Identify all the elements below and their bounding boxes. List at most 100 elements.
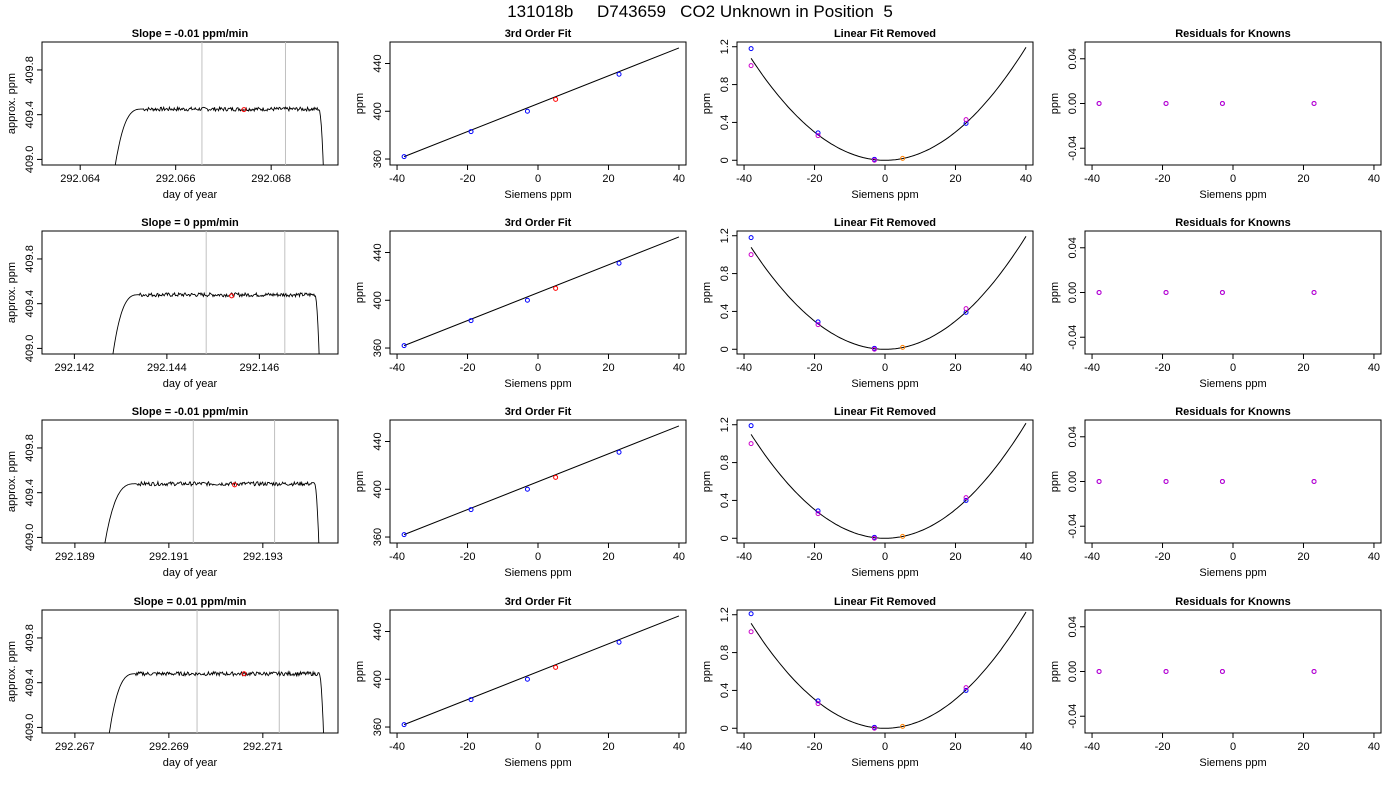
standard-point: [748, 629, 754, 635]
x-axis-label: day of year: [163, 757, 218, 769]
x-axis-label: Siemens ppm: [851, 567, 918, 579]
x-axis-label: Siemens ppm: [504, 567, 571, 579]
x-axis-label: Siemens ppm: [1199, 757, 1266, 769]
y-tick-label: -0.04: [1067, 136, 1079, 161]
chart-title: Linear Fit Removed: [834, 217, 936, 229]
y-tick-label: 1.2: [719, 39, 731, 54]
y-tick-label: 0: [719, 725, 731, 731]
plot-area: [114, 42, 324, 165]
x-tick-label: -20: [460, 362, 476, 374]
x-axis-label: Siemens ppm: [504, 378, 571, 390]
standard-point: [1163, 479, 1169, 484]
x-tick-label: -40: [1084, 551, 1100, 563]
plot-frame: [1084, 41, 1382, 166]
standard-point: [1311, 479, 1317, 484]
x-tick-label: 20: [1297, 362, 1309, 374]
chart-title: Residuals for Knowns: [1175, 406, 1291, 418]
standard-point: [815, 322, 821, 328]
y-tick-label: 0.8: [719, 77, 731, 92]
y-tick-label: 0.4: [719, 683, 731, 698]
x-tick-label: 292.068: [251, 173, 291, 185]
fit-line: [403, 236, 680, 347]
standard-point: [1311, 101, 1317, 106]
y-tick-label: 0.00: [1067, 661, 1079, 682]
fit-line: [403, 615, 680, 726]
y-tick-label: 409.0: [24, 335, 36, 363]
standard-point: [748, 63, 754, 69]
chart-title: 3rd Order Fit: [505, 217, 572, 229]
standard-point: [748, 46, 754, 52]
y-axis-label: approx. ppm: [6, 73, 18, 134]
plot-frame: [736, 419, 1034, 544]
x-tick-label: 0: [1230, 173, 1236, 185]
y-axis-label: ppm: [1049, 661, 1061, 682]
fit-line: [403, 425, 680, 536]
y-axis-label: ppm: [1049, 471, 1061, 492]
unknown-point: [553, 285, 559, 291]
y-tick-label: 0.4: [719, 493, 731, 508]
panel-linfit-row3: Linear Fit Removed -40 -20 0 20 40 0 0.4 0.8 1.2 S…: [701, 406, 1034, 579]
y-tick-label: 0.4: [719, 304, 731, 319]
standard-point: [748, 611, 754, 617]
plot-frame: [1084, 609, 1382, 734]
standard-point: [1311, 290, 1317, 295]
x-axis-label: Siemens ppm: [851, 378, 918, 390]
plot-frame: [41, 609, 339, 734]
standard-point: [815, 511, 821, 517]
x-tick-label: -40: [389, 173, 405, 185]
chart-title: Residuals for Knowns: [1175, 28, 1291, 40]
x-tick-label: 20: [949, 741, 961, 753]
y-tick-label: 400: [372, 102, 384, 120]
panel-drift-row1: Slope = -0.01 ppm/min 292.064 292.066 292.0…: [6, 28, 339, 201]
panel-fit-row1: 3rd Order Fit -40 -20 0 20 40 360 400 440 Siemens…: [354, 28, 687, 201]
x-tick-label: -40: [389, 551, 405, 563]
plot-area: [1096, 479, 1317, 484]
x-tick-label: 0: [535, 362, 541, 374]
plot-frame: [736, 230, 1034, 355]
y-tick-label: 1.2: [719, 607, 731, 622]
chart-title: Linear Fit Removed: [834, 28, 936, 40]
drift-trace: [114, 105, 324, 165]
unknown-point: [900, 344, 906, 350]
drift-trace: [108, 670, 324, 733]
x-axis-label: Siemens ppm: [851, 189, 918, 201]
y-axis-label: ppm: [354, 471, 366, 492]
x-tick-label: 0: [882, 173, 888, 185]
x-tick-label: 40: [1368, 173, 1380, 185]
unknown-point: [553, 664, 559, 670]
unknown-point: [241, 671, 247, 677]
x-tick-label: -20: [807, 173, 823, 185]
x-tick-label: -40: [736, 362, 752, 374]
chart-title: Linear Fit Removed: [834, 596, 936, 608]
y-tick-label: 440: [372, 54, 384, 72]
y-tick-label: -0.04: [1067, 704, 1079, 729]
x-tick-label: 292.267: [55, 741, 95, 753]
standard-point: [963, 687, 969, 693]
standard-point: [524, 297, 530, 303]
panel-resid-row2: Residuals for Knowns -40 -20 0 20 40 -0.04 0.00…: [1049, 217, 1382, 390]
x-tick-label: -20: [460, 551, 476, 563]
y-tick-label: -0.04: [1067, 514, 1079, 539]
plot-area: [748, 611, 1027, 731]
x-tick-label: 40: [673, 173, 685, 185]
y-axis-label: ppm: [354, 661, 366, 682]
y-tick-label: 0.04: [1067, 237, 1079, 258]
standard-point: [468, 318, 474, 324]
x-tick-label: 292.144: [147, 362, 187, 374]
y-tick-label: 409.4: [24, 479, 36, 507]
x-tick-label: 0: [535, 741, 541, 753]
y-tick-label: 409.8: [24, 56, 36, 84]
plot-area: [108, 610, 324, 733]
x-tick-label: 0: [1230, 362, 1236, 374]
standard-point: [815, 508, 821, 514]
standard-point: [1163, 101, 1169, 106]
plot-frame: [41, 41, 339, 166]
x-tick-label: 0: [882, 551, 888, 563]
drift-trace: [112, 291, 320, 354]
standard-point: [401, 154, 407, 160]
y-tick-label: 409.0: [24, 524, 36, 552]
standard-point: [871, 157, 877, 163]
standard-point: [815, 130, 821, 136]
plot-area: [1096, 669, 1317, 674]
unknown-point: [900, 533, 906, 539]
